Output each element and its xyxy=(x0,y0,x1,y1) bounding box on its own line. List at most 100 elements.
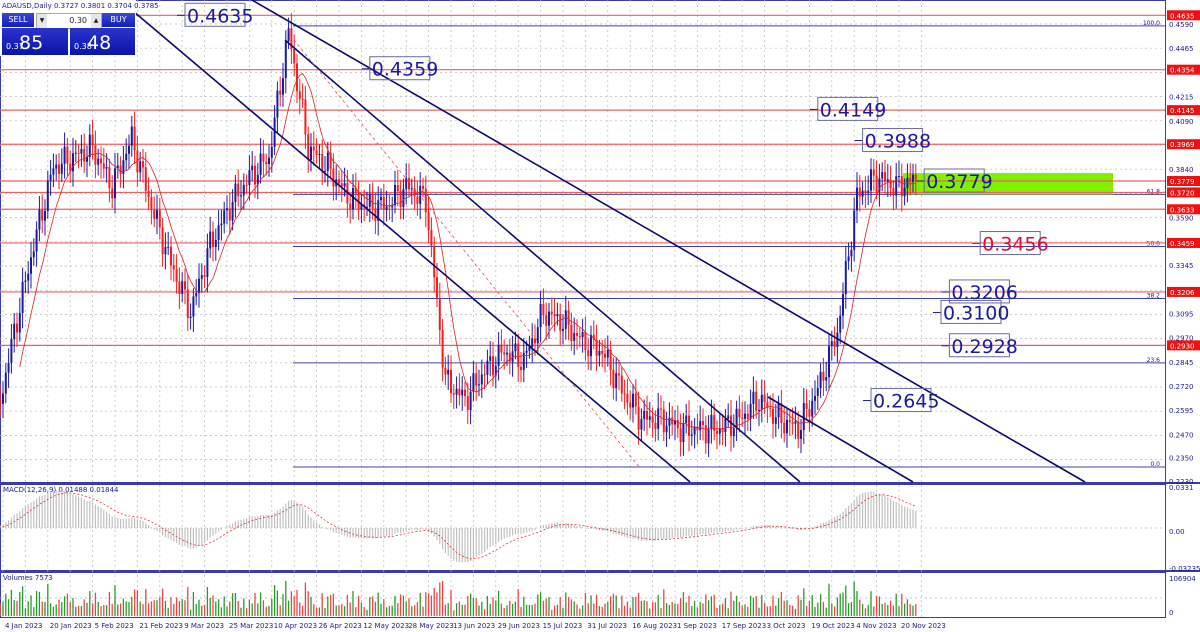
candle-body xyxy=(21,281,24,313)
candle-body xyxy=(46,180,49,211)
candle-body xyxy=(494,365,497,376)
buy-price[interactable]: 0.38 48 xyxy=(70,28,135,55)
candle-body xyxy=(427,212,430,231)
price-tick-label: 0.2230 xyxy=(1169,478,1194,486)
candle-body xyxy=(279,90,282,95)
candle-body xyxy=(139,161,142,173)
candle-body xyxy=(718,428,721,434)
candle-body xyxy=(500,344,503,353)
candle-body xyxy=(178,281,181,294)
candle-body xyxy=(632,393,634,408)
candle-body xyxy=(772,408,774,424)
candle-body xyxy=(382,196,385,210)
buy-button[interactable]: BUY xyxy=(102,13,135,27)
candle-body xyxy=(900,176,903,197)
candle-body xyxy=(559,314,562,331)
candle-body xyxy=(441,330,444,368)
price-tick-label: 0.2845 xyxy=(1169,359,1194,367)
annotation-text: 0.2928 xyxy=(951,336,1017,358)
annotation-text: 0.3779 xyxy=(926,171,992,193)
annotation-text: 0.4149 xyxy=(820,99,886,121)
candle-body xyxy=(629,402,632,408)
candle-body xyxy=(584,332,587,351)
candle-body xyxy=(872,169,875,176)
candle-body xyxy=(298,91,301,99)
candle-body xyxy=(346,183,349,204)
candle-body xyxy=(634,393,637,407)
candle-body xyxy=(576,332,578,336)
candle-body xyxy=(730,415,732,437)
sell-button[interactable]: SELL xyxy=(2,13,34,27)
candle-body xyxy=(587,350,590,357)
candle-body xyxy=(693,426,696,435)
price-tag xyxy=(1167,64,1200,75)
candle-body xyxy=(419,185,422,204)
decrease-lot-icon[interactable]: ▼ xyxy=(37,14,47,28)
candle-body xyxy=(562,328,564,331)
candle-body xyxy=(909,177,912,182)
candle-body xyxy=(881,172,884,179)
annotation-box xyxy=(940,299,1002,324)
candle-body xyxy=(119,165,122,175)
candle-body xyxy=(282,78,284,95)
date-tick-label: 19 Oct 2023 xyxy=(811,622,854,630)
candle-body xyxy=(198,278,200,293)
candle-body xyxy=(480,374,483,385)
volume-tick-label: 106904 xyxy=(1169,575,1196,583)
candle-body xyxy=(108,167,111,189)
candle-body xyxy=(833,341,836,347)
price-tick-label: 0.2470 xyxy=(1169,431,1194,439)
candle-body xyxy=(777,403,780,418)
date-tick-label: 9 Mar 2023 xyxy=(184,622,224,630)
candle-body xyxy=(72,153,74,172)
candle-body xyxy=(416,196,419,204)
sell-price[interactable]: 0.37 85 xyxy=(2,28,68,55)
candle-body xyxy=(618,373,620,376)
candle-body xyxy=(161,227,164,255)
candle-body xyxy=(307,134,310,160)
annotation-text: 0.4635 xyxy=(187,5,253,27)
price-tag xyxy=(1167,176,1200,187)
candle-body xyxy=(735,408,738,429)
lot-size-stepper[interactable]: ▼ 0.30 ▲ xyxy=(36,13,102,29)
date-tick-label: 20 Nov 2023 xyxy=(901,622,946,630)
annotation-box xyxy=(948,333,1010,358)
candle-body xyxy=(570,324,573,341)
candle-body xyxy=(662,409,665,433)
candle-body xyxy=(511,351,514,362)
volume-label: Volumes 7573 xyxy=(3,574,53,582)
candle-body xyxy=(32,251,35,258)
candle-body xyxy=(657,408,660,429)
candle-body xyxy=(724,418,727,432)
candle-body xyxy=(475,373,478,386)
candle-body xyxy=(91,134,94,146)
candle-body xyxy=(7,362,10,373)
candle-body xyxy=(248,170,251,185)
increase-lot-icon[interactable]: ▲ xyxy=(91,14,101,28)
candle-body xyxy=(763,394,766,403)
sell-price-small: 0.37 xyxy=(6,42,24,51)
candle-body xyxy=(525,350,528,353)
candle-body xyxy=(620,375,623,394)
candle-body xyxy=(654,422,657,429)
candle-body xyxy=(749,403,752,419)
candle-body xyxy=(676,420,679,429)
lot-value[interactable]: 0.30 xyxy=(69,16,87,25)
candle-body xyxy=(769,407,772,409)
candle-body xyxy=(850,249,853,257)
price-annotation: 0.4149 xyxy=(809,96,886,121)
candle-body xyxy=(27,273,30,281)
candle-body xyxy=(522,352,525,370)
price-annotation: 0.3100 xyxy=(933,299,1009,324)
candle-body xyxy=(217,225,220,240)
price-tick-label: 0.4590 xyxy=(1169,21,1194,29)
one-click-trading-panel: ADAUSD,Daily 0.3727 0.3801 0.3704 0.3785… xyxy=(0,0,159,56)
chart-title: ADAUSD,Daily 0.3727 0.3801 0.3704 0.3785 xyxy=(2,2,159,10)
candle-body xyxy=(86,156,88,162)
candle-body xyxy=(668,417,671,426)
sell-price-big: 85 xyxy=(19,32,44,54)
annotation-text: 0.2645 xyxy=(873,391,939,413)
candle-body xyxy=(144,167,147,191)
candle-body xyxy=(713,414,716,431)
